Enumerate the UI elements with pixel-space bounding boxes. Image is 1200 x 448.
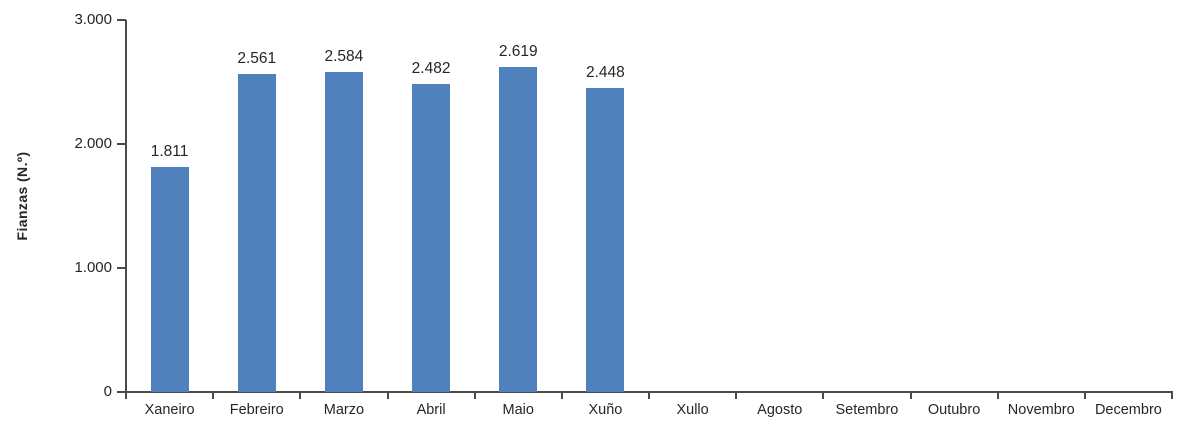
x-category-label-novembro: Novembro — [1007, 402, 1075, 418]
x-category-label-outubro: Outubro — [927, 402, 981, 418]
bar-value-label-febreiro: 2.561 — [237, 50, 277, 68]
x-category-label-marzo: Marzo — [323, 402, 365, 418]
bar-xuno — [586, 88, 625, 392]
x-axis-tick — [735, 393, 738, 399]
x-axis-tick — [125, 393, 127, 399]
x-category-label-xaneiro: Xaneiro — [144, 402, 195, 418]
bar-value-label-maio: 2.619 — [498, 43, 538, 61]
y-axis-tick — [117, 143, 126, 145]
x-category-label-abril: Abril — [416, 402, 446, 418]
x-axis-tick — [386, 393, 389, 399]
x-axis-tick — [560, 393, 563, 399]
y-axis-tick — [117, 391, 126, 393]
x-category-label-agosto: Agosto — [757, 402, 803, 418]
y-tick-label: 3.000 — [74, 11, 112, 28]
bar-xaneiro — [150, 167, 189, 392]
y-axis-line — [125, 20, 127, 392]
x-axis-tick — [212, 393, 215, 399]
bar-value-label-marzo: 2.584 — [324, 47, 364, 65]
x-category-label-setembro: Setembro — [835, 402, 899, 418]
x-axis-tick — [1083, 393, 1086, 399]
x-axis-tick — [996, 393, 999, 399]
y-tick-label: 0 — [103, 383, 112, 400]
bar-abril — [412, 84, 451, 392]
y-axis-tick — [117, 267, 126, 269]
x-axis-tick — [299, 393, 302, 399]
x-category-label-xuno: Xuño — [588, 402, 623, 418]
bar-value-label-abril: 2.482 — [411, 60, 451, 78]
bar-febreiro — [237, 74, 276, 392]
bar-value-label-xaneiro: 1.811 — [150, 143, 189, 161]
x-category-label-febreiro: Febreiro — [229, 402, 284, 418]
bar-value-label-xuno: 2.448 — [586, 64, 625, 82]
bar-marzo — [324, 71, 363, 392]
x-axis-tick — [909, 393, 912, 399]
y-axis-tick — [117, 19, 126, 21]
bar-maio — [499, 67, 538, 392]
x-axis-tick — [822, 393, 825, 399]
x-axis-tick — [648, 393, 650, 399]
y-tick-label: 2.000 — [74, 135, 112, 152]
y-tick-label: 1.000 — [74, 259, 112, 276]
y-axis-title: Fianzas (N.º) — [14, 151, 30, 241]
x-category-label-decembro: Decembro — [1094, 402, 1162, 418]
x-axis-tick — [473, 393, 476, 399]
x-axis-tick — [1171, 393, 1173, 399]
x-category-label-maio: Maio — [502, 402, 534, 418]
x-axis-line — [125, 391, 1173, 393]
x-category-label-xullo: Xullo — [676, 402, 709, 418]
